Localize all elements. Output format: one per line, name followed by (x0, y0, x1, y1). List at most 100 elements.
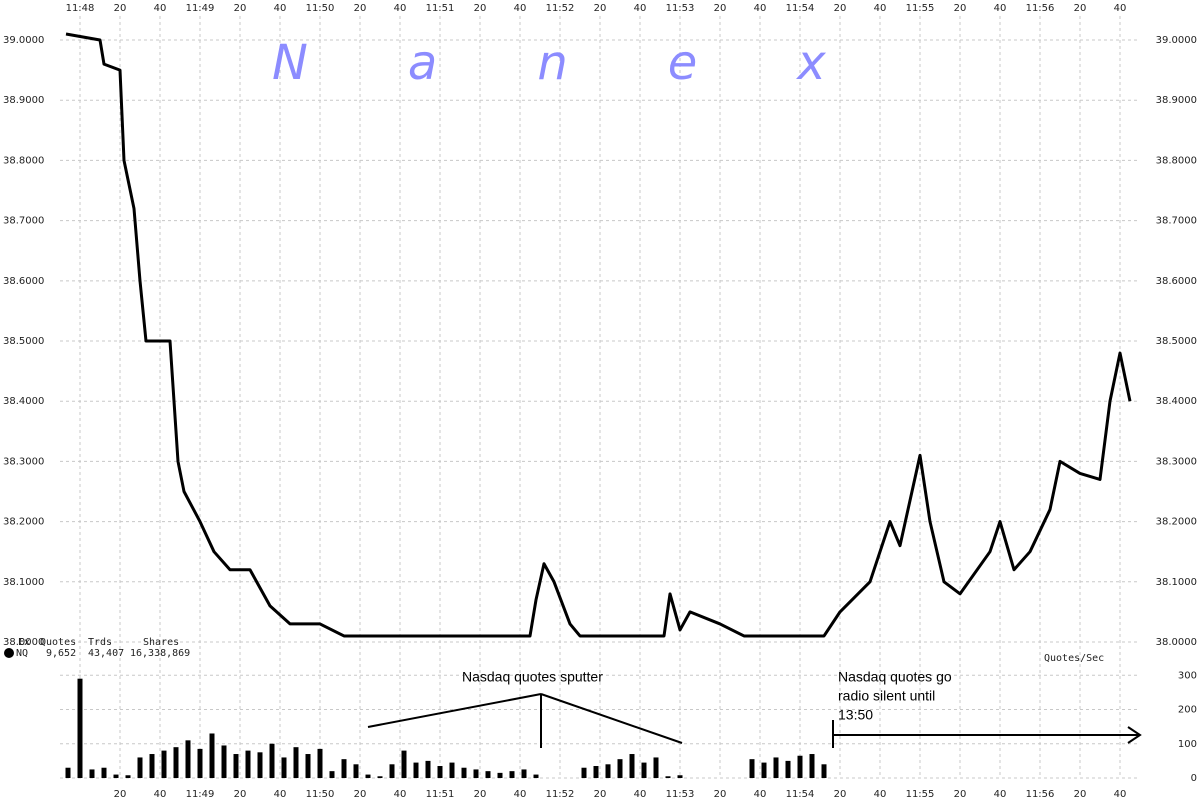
annotation: Nasdaq quotes sputter (462, 669, 603, 685)
x-tick-label: 40 (274, 789, 287, 800)
x-tick-label: 40 (994, 3, 1007, 14)
legend-marker (4, 648, 14, 658)
y-tick-label: 38.7000 (3, 216, 44, 227)
y-tick-label: 0 (1191, 773, 1197, 784)
y-tick-label: 38.7000 (1156, 216, 1197, 227)
y-tick-label: 38.2000 (1156, 517, 1197, 528)
volume-bar (341, 759, 347, 778)
x-tick-label: 11:51 (426, 789, 455, 800)
watermark: Nanex (272, 35, 926, 91)
x-tick-label: 20 (834, 789, 847, 800)
x-tick-label: 40 (634, 789, 647, 800)
volume-bar (257, 752, 263, 778)
volume-bar (425, 760, 431, 778)
volume-bar (281, 757, 287, 778)
volume-bar (521, 769, 527, 778)
x-tick-label: 20 (714, 3, 727, 14)
volume-bar (77, 678, 83, 778)
y-tick-label: 39.0000 (3, 35, 44, 46)
y-tick-label: 38.6000 (3, 276, 44, 287)
x-tick-label: 11:55 (906, 789, 935, 800)
x-tick-label: 11:54 (786, 789, 815, 800)
volume-bar (617, 759, 623, 778)
stats-cell: 43,407 (88, 648, 124, 659)
volume-bar (353, 764, 359, 778)
x-tick-label: 20 (354, 789, 367, 800)
volume-bar (653, 757, 659, 778)
x-tick-label: 40 (994, 789, 1007, 800)
volume-bar (245, 750, 251, 778)
x-tick-label: 40 (274, 3, 287, 14)
x-tick-label: 40 (514, 789, 527, 800)
x-tick-label: 11:50 (306, 3, 335, 14)
volume-bar (497, 772, 503, 778)
x-tick-label: 20 (114, 789, 127, 800)
volume-bar (101, 767, 107, 778)
x-tick-label: 11:53 (666, 3, 695, 14)
x-tick-label: 20 (714, 789, 727, 800)
price-line (65, 32, 1132, 638)
volume-bar (761, 762, 767, 778)
volume-bar (641, 762, 647, 778)
volume-bar (485, 771, 491, 778)
y-tick-label: 38.5000 (1156, 336, 1197, 347)
plot (65, 32, 1132, 778)
annotation-arrows (367, 693, 1142, 748)
y-axis-label: Quotes/Sec (1044, 653, 1104, 664)
volume-bar (209, 733, 215, 778)
y-tick-label: 38.1000 (1156, 577, 1197, 588)
volume-bar (125, 775, 131, 778)
volume-bar (473, 769, 479, 778)
volume-bar (197, 748, 203, 778)
volume-bar (305, 754, 311, 778)
y-tick-label: 39.0000 (1156, 35, 1197, 46)
stats-header: Shares (143, 637, 179, 648)
x-tick-label: 40 (394, 3, 407, 14)
volume-bar (665, 776, 671, 778)
volume-bar (809, 754, 815, 778)
x-tick-label: 40 (874, 3, 887, 14)
x-tick-label: 11:54 (786, 3, 815, 14)
y-tick-label: 38.9000 (1156, 95, 1197, 106)
x-tick-label: 40 (154, 3, 167, 14)
x-tick-label: 20 (1074, 789, 1087, 800)
volume-bar (461, 767, 467, 778)
x-tick-label: 11:49 (186, 3, 215, 14)
x-tick-label: 20 (234, 3, 247, 14)
volume-bar (677, 775, 683, 778)
x-tick-label: 40 (874, 789, 887, 800)
annotation: Nasdaq quotes go (838, 669, 952, 685)
stats-header: Quotes (40, 637, 76, 648)
volume-bar (773, 757, 779, 778)
volume-bar (65, 767, 71, 778)
x-tick-label: 40 (634, 3, 647, 14)
volume-bar (389, 764, 395, 778)
x-tick-label: 40 (754, 3, 767, 14)
volume-bar (437, 766, 443, 778)
stats-header: Ex (18, 637, 30, 648)
x-tick-label: 20 (594, 789, 607, 800)
x-tick-label: 40 (514, 3, 527, 14)
volume-bar (185, 740, 191, 778)
x-tick-label: 40 (754, 789, 767, 800)
volume-bar (329, 771, 335, 778)
volume-bar (173, 747, 179, 778)
y-tick-label: 38.4000 (1156, 396, 1197, 407)
y-tick-label: 38.3000 (1156, 456, 1197, 467)
volume-bar (233, 754, 239, 778)
y-tick-label: 300 (1178, 670, 1197, 681)
y-tick-label: 38.9000 (3, 95, 44, 106)
volume-bar (401, 750, 407, 778)
stats-cell: 16,338,869 (130, 648, 190, 659)
volume-bar (89, 769, 95, 778)
volume-bar (629, 754, 635, 778)
x-tick-label: 20 (474, 789, 487, 800)
y-tick-label: 38.3000 (3, 456, 44, 467)
x-tick-label: 20 (354, 3, 367, 14)
x-tick-label: 11:52 (546, 789, 575, 800)
volume-bar (749, 759, 755, 778)
volume-bar (785, 760, 791, 778)
x-tick-label: 40 (1114, 3, 1127, 14)
y-tick-label: 200 (1178, 705, 1197, 716)
